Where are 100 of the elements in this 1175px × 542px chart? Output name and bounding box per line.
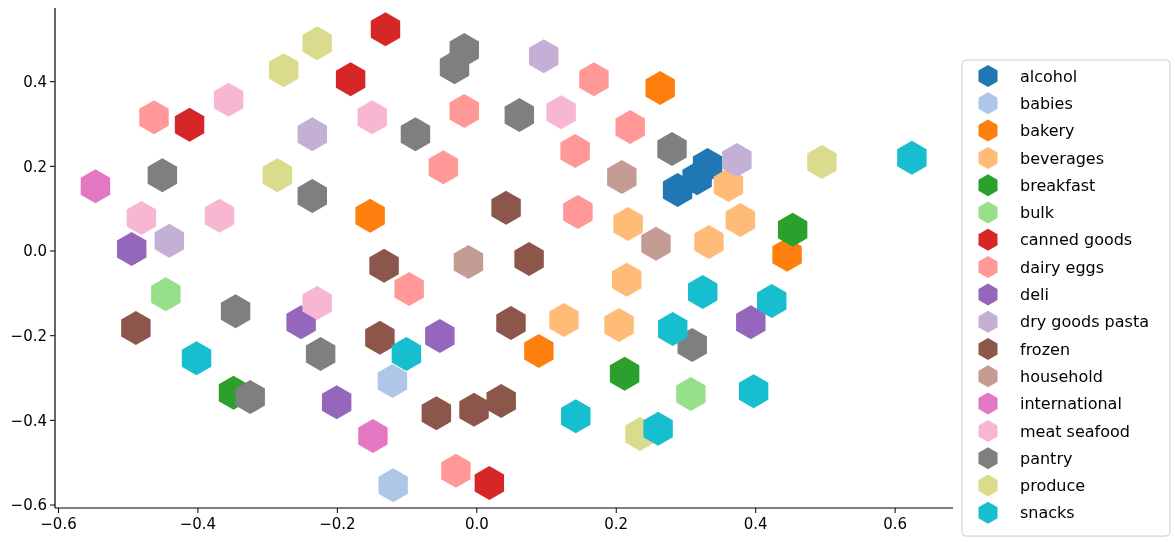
legend-label: bakery (1020, 121, 1075, 141)
point (757, 283, 787, 318)
point (613, 206, 643, 241)
point (378, 468, 408, 503)
legend-label: produce (1020, 476, 1086, 496)
legend-label: pantry (1020, 448, 1073, 468)
point (676, 377, 706, 412)
point (658, 311, 688, 346)
point (611, 262, 642, 297)
point (297, 178, 327, 213)
legend-label: babies (1020, 93, 1073, 113)
point (305, 336, 336, 371)
point (738, 374, 769, 409)
point (474, 466, 505, 501)
point (514, 242, 544, 277)
point (486, 383, 516, 418)
point (561, 399, 591, 434)
legend-label: meat seafood (1020, 421, 1130, 441)
y-tick-label: −0.6 (10, 496, 47, 515)
legend-label: bulk (1020, 203, 1055, 223)
point (722, 142, 752, 177)
point (560, 134, 590, 169)
point (579, 62, 609, 97)
point (297, 117, 327, 152)
legend-label: international (1020, 394, 1122, 414)
legend-label: alcohol (1020, 66, 1078, 86)
x-tick-label: −0.4 (179, 515, 217, 533)
point (615, 109, 645, 144)
point (357, 100, 387, 135)
point (394, 272, 424, 307)
y-tick-label: 0.2 (23, 157, 47, 176)
point (453, 245, 484, 280)
point (235, 380, 265, 415)
point (321, 385, 352, 420)
point (174, 107, 205, 142)
point (687, 275, 718, 310)
point (524, 333, 554, 368)
x-tick-label: −0.2 (319, 515, 356, 533)
point (677, 328, 707, 362)
point (400, 117, 431, 152)
point (425, 319, 455, 354)
point (268, 53, 299, 88)
y-tick-label: −0.4 (10, 411, 47, 430)
x-tick-label: 0.4 (743, 515, 768, 533)
point (807, 145, 837, 180)
point (607, 159, 637, 194)
point (713, 167, 744, 202)
point (302, 26, 332, 61)
legend-label: canned goods (1020, 230, 1133, 250)
point (736, 305, 766, 340)
legend-label: frozen (1020, 339, 1071, 359)
point (139, 100, 169, 135)
point (496, 305, 526, 340)
point (213, 82, 244, 117)
y-tick-label: −0.2 (10, 326, 47, 345)
point (641, 226, 671, 261)
legend-label: dairy eggs (1020, 257, 1105, 277)
legend-label: deli (1020, 285, 1049, 304)
legend-label: breakfast (1020, 175, 1096, 195)
point (549, 303, 579, 338)
legend-label: household (1020, 366, 1103, 386)
point (609, 356, 640, 391)
x-tick-label: 0.0 (464, 515, 489, 533)
point (546, 95, 576, 130)
point (504, 98, 535, 133)
point (897, 140, 927, 175)
point (428, 150, 459, 185)
point (220, 294, 251, 329)
point (604, 308, 634, 343)
point (370, 12, 401, 47)
point (692, 148, 723, 183)
point (335, 62, 366, 97)
point (777, 212, 808, 247)
legend-label: snacks (1020, 503, 1075, 523)
point (563, 195, 593, 230)
point (449, 93, 479, 128)
y-tick-label: 0.4 (23, 72, 47, 91)
point (459, 392, 489, 427)
point (181, 341, 212, 376)
point (694, 225, 724, 260)
point (643, 411, 673, 446)
point (116, 231, 147, 266)
point (365, 320, 395, 355)
point (204, 198, 235, 233)
point (154, 223, 185, 258)
point (391, 336, 422, 371)
point (441, 453, 471, 488)
point (645, 71, 675, 106)
point (491, 190, 521, 225)
point (529, 39, 559, 74)
point (358, 419, 388, 454)
point (126, 200, 157, 235)
legend-label: beverages (1020, 148, 1105, 168)
x-tick-label: 0.6 (883, 515, 908, 533)
y-tick-label: 0.0 (23, 242, 47, 261)
point (657, 131, 687, 166)
point (377, 363, 408, 398)
point (369, 248, 399, 283)
point (725, 203, 756, 238)
point (262, 158, 293, 193)
